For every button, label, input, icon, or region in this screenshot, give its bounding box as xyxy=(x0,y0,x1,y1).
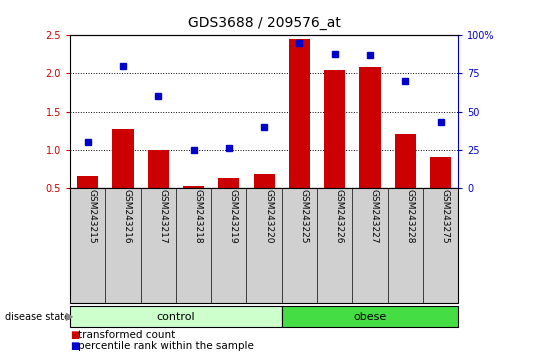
Bar xyxy=(324,70,345,188)
Bar xyxy=(289,39,310,188)
Text: transformed count: transformed count xyxy=(78,330,175,339)
Text: GSM243226: GSM243226 xyxy=(335,189,344,244)
Text: control: control xyxy=(157,312,195,322)
Text: obese: obese xyxy=(354,312,386,322)
Bar xyxy=(183,186,204,188)
Text: GSM243215: GSM243215 xyxy=(88,189,96,244)
Bar xyxy=(395,135,416,188)
Bar xyxy=(253,174,275,188)
Text: disease state: disease state xyxy=(5,312,71,322)
Bar xyxy=(360,67,381,188)
Text: GSM243217: GSM243217 xyxy=(158,189,167,244)
Text: GDS3688 / 209576_at: GDS3688 / 209576_at xyxy=(188,16,341,30)
Text: GSM243228: GSM243228 xyxy=(405,189,414,244)
Text: ■: ■ xyxy=(70,341,79,351)
Text: GSM243225: GSM243225 xyxy=(299,189,308,244)
Text: percentile rank within the sample: percentile rank within the sample xyxy=(78,341,254,351)
Text: GSM243218: GSM243218 xyxy=(194,189,203,244)
Text: GSM243275: GSM243275 xyxy=(440,189,450,244)
Text: GSM243220: GSM243220 xyxy=(264,189,273,244)
Text: ■: ■ xyxy=(70,330,79,339)
Bar xyxy=(77,176,98,188)
Bar xyxy=(113,129,134,188)
Text: GSM243216: GSM243216 xyxy=(123,189,132,244)
Bar xyxy=(148,149,169,188)
Bar xyxy=(218,178,239,188)
Bar xyxy=(430,157,451,188)
Text: GSM243219: GSM243219 xyxy=(229,189,238,244)
Text: GSM243227: GSM243227 xyxy=(370,189,379,244)
